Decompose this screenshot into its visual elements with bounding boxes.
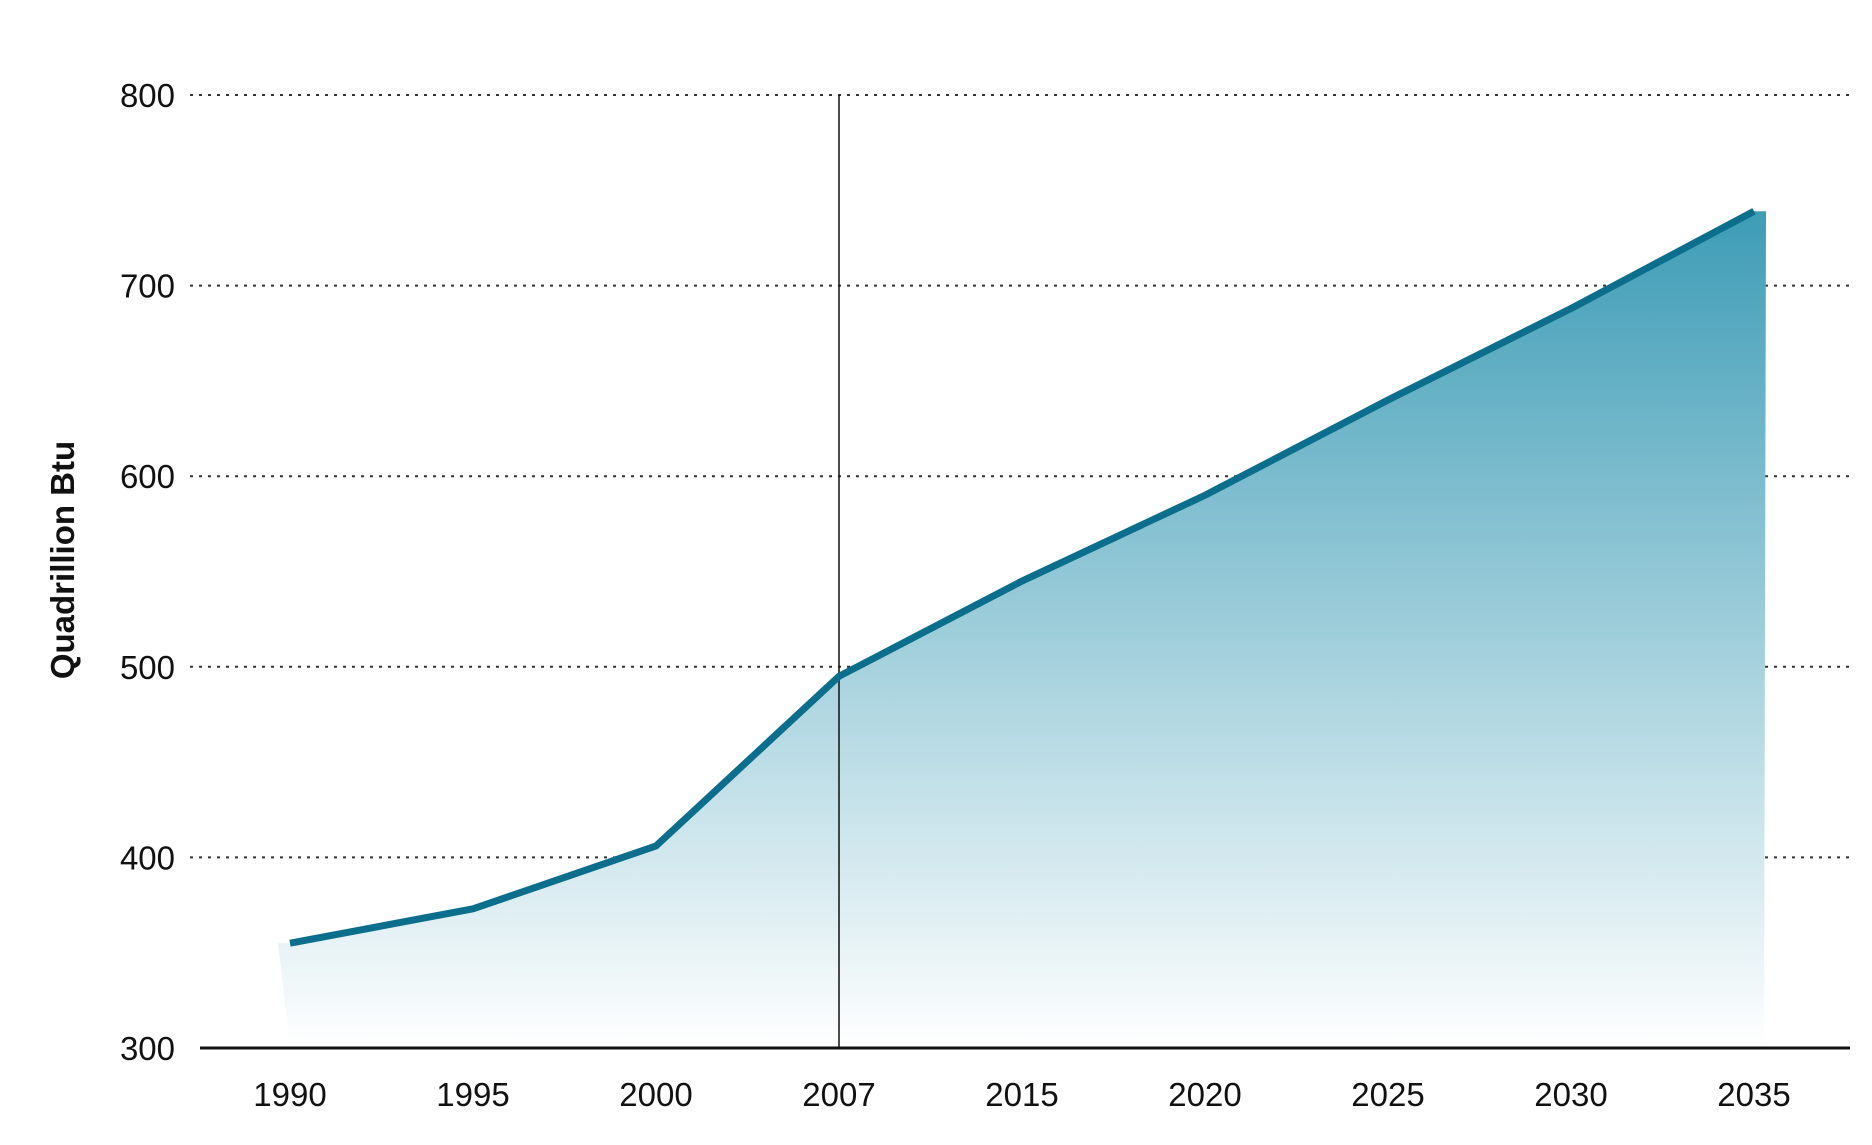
x-tick-label: 1995 xyxy=(436,1076,509,1113)
x-tick-label: 2020 xyxy=(1168,1076,1241,1113)
y-tick-label: 600 xyxy=(120,458,175,495)
x-tick-label: 2007 xyxy=(802,1076,875,1113)
y-tick-label: 800 xyxy=(120,77,175,114)
y-tick-label: 500 xyxy=(120,649,175,686)
series-area xyxy=(278,211,1766,1049)
series-line xyxy=(289,208,1756,947)
series-line-layer xyxy=(289,208,1756,947)
x-tick-label: 2015 xyxy=(985,1076,1058,1113)
area-fill-layer xyxy=(278,211,1766,1049)
y-axis-title: Quadrillion Btu xyxy=(44,441,81,679)
x-tick-label: 2025 xyxy=(1351,1076,1424,1113)
x-tick-label: 1990 xyxy=(253,1076,326,1113)
x-tick-label: 2030 xyxy=(1534,1076,1607,1113)
y-tick-label: 700 xyxy=(120,268,175,305)
x-axis-tick-labels: 1990 1995 2000 2007 2015 2020 2025 2030 2035 xyxy=(253,1076,1790,1113)
y-tick-label: 300 xyxy=(120,1030,175,1067)
y-axis-tick-labels: 300 400 500 600 700 800 xyxy=(120,77,175,1067)
y-tick-label: 400 xyxy=(120,839,175,876)
x-tick-label: 2035 xyxy=(1717,1076,1790,1113)
x-tick-label: 2000 xyxy=(619,1076,692,1113)
